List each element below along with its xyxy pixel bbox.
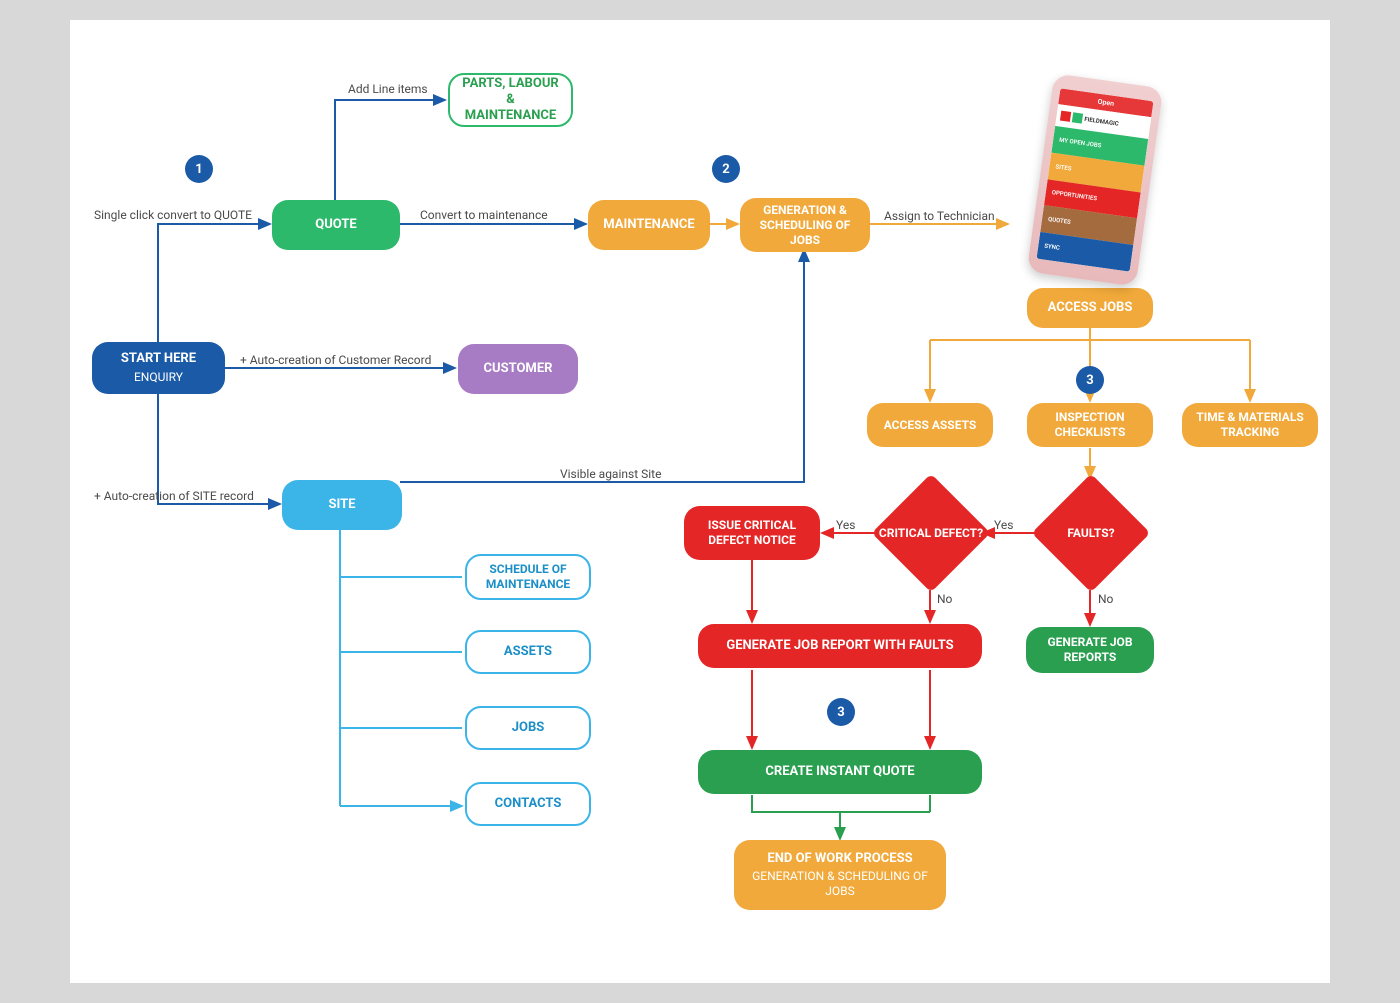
label-no-1: No: [937, 592, 952, 606]
node-ciq-title: CREATE INSTANT QUOTE: [765, 764, 914, 780]
node-maintenance: MAINTENANCE: [588, 200, 710, 250]
node-site-title: SITE: [329, 497, 356, 513]
label-auto-site: + Auto-creation of SITE record: [94, 489, 254, 503]
node-inspection-checklists: INSPECTION CHECKLISTS: [1027, 403, 1153, 447]
phone-screen: Open FIELDMAGIC MY OPEN JOBSSITESOPPORTU…: [1036, 88, 1153, 271]
label-assign-tech: Assign to Technician: [884, 209, 995, 223]
label-visible-site: Visible against Site: [560, 467, 661, 481]
node-maintenance-title: MAINTENANCE: [603, 217, 694, 233]
diamond-critical-defect: CRITICAL DEFECT?: [878, 480, 984, 586]
node-issue-critical: ISSUE CRITICAL DEFECT NOTICE: [684, 506, 820, 560]
badge-1: 1: [185, 155, 213, 183]
label-yes-2: Yes: [836, 518, 855, 532]
node-start-title: START HERE: [121, 351, 196, 367]
phone-rows: MY OPEN JOBSSITESOPPORTUNITIESQUOTESSYNC: [1036, 126, 1148, 272]
badge-2: 2: [712, 155, 740, 183]
node-jobs: JOBS: [465, 706, 591, 750]
node-issue-critical-title: ISSUE CRITICAL DEFECT NOTICE: [694, 518, 810, 548]
node-assets: ASSETS: [465, 630, 591, 674]
node-gjrf-title: GENERATE JOB REPORT WITH FAULTS: [726, 638, 953, 654]
node-timemat-title: TIME & MATERIALS TRACKING: [1192, 410, 1308, 440]
node-site: SITE: [282, 480, 402, 530]
badge-3b-text: 3: [837, 705, 844, 720]
node-customer: CUSTOMER: [458, 344, 578, 394]
label-convert-quote: Single click convert to QUOTE: [94, 208, 252, 222]
label-auto-customer: + Auto-creation of Customer Record: [240, 353, 431, 367]
node-eow-title: END OF WORK PROCESS: [767, 851, 912, 867]
label-add-line-items: Add Line items: [348, 82, 428, 96]
node-access-assets-title: ACCESS ASSETS: [884, 418, 977, 433]
node-end-of-work: END OF WORK PROCESS GENERATION & SCHEDUL…: [734, 840, 946, 910]
label-yes-1: Yes: [994, 518, 1013, 532]
node-start-sub: ENQUIRY: [134, 370, 183, 385]
diamond-faults: FAULTS?: [1038, 480, 1144, 586]
node-parts: PARTS, LABOUR & MAINTENANCE: [448, 73, 573, 127]
node-access-jobs-title: ACCESS JOBS: [1048, 300, 1133, 316]
node-contacts-title: CONTACTS: [495, 796, 562, 812]
badge-3: 3: [1076, 366, 1104, 394]
node-quote: QUOTE: [272, 200, 400, 250]
node-time-materials: TIME & MATERIALS TRACKING: [1182, 403, 1318, 447]
badge-1-text: 1: [195, 162, 202, 177]
node-create-instant-quote: CREATE INSTANT QUOTE: [698, 750, 982, 794]
node-access-jobs: ACCESS JOBS: [1027, 288, 1153, 328]
node-access-assets: ACCESS ASSETS: [867, 403, 993, 447]
diamond-critdef-text: CRITICAL DEFECT?: [879, 526, 983, 540]
badge-3-text: 3: [1086, 373, 1093, 388]
node-gjr-title: GENERATE JOB REPORTS: [1036, 635, 1144, 665]
diamond-faults-text: FAULTS?: [1067, 526, 1114, 540]
badge-3b: 3: [827, 698, 855, 726]
node-jobs-title: JOBS: [512, 720, 545, 736]
flowchart-canvas: 1 2 3 3 START HERE ENQUIRY QUOTE PARTS, …: [70, 20, 1330, 983]
node-start: START HERE ENQUIRY: [92, 342, 225, 394]
node-gen-job-reports: GENERATE JOB REPORTS: [1026, 627, 1154, 673]
node-parts-title: PARTS, LABOUR & MAINTENANCE: [460, 76, 561, 125]
phone-brand-text: FIELDMAGIC: [1084, 115, 1119, 127]
phone-mockup: Open FIELDMAGIC MY OPEN JOBSSITESOPPORTU…: [1027, 73, 1164, 286]
node-eow-sub: GENERATION & SCHEDULING OF JOBS: [744, 869, 936, 899]
node-schedule-maintenance: SCHEDULE OF MAINTENANCE: [465, 554, 591, 600]
node-quote-title: QUOTE: [315, 217, 356, 233]
node-gensched-title: GENERATION & SCHEDULING OF JOBS: [750, 203, 860, 248]
node-sched-title: SCHEDULE OF MAINTENANCE: [477, 562, 579, 592]
node-assets-title: ASSETS: [504, 644, 552, 660]
node-inspchk-title: INSPECTION CHECKLISTS: [1037, 410, 1143, 440]
node-gen-job-report-faults: GENERATE JOB REPORT WITH FAULTS: [698, 624, 982, 668]
label-no-2: No: [1098, 592, 1113, 606]
node-customer-title: CUSTOMER: [484, 361, 553, 377]
label-convert-maintenance: Convert to maintenance: [420, 208, 548, 222]
node-gensched: GENERATION & SCHEDULING OF JOBS: [740, 198, 870, 252]
badge-2-text: 2: [722, 162, 729, 177]
node-contacts: CONTACTS: [465, 782, 591, 826]
